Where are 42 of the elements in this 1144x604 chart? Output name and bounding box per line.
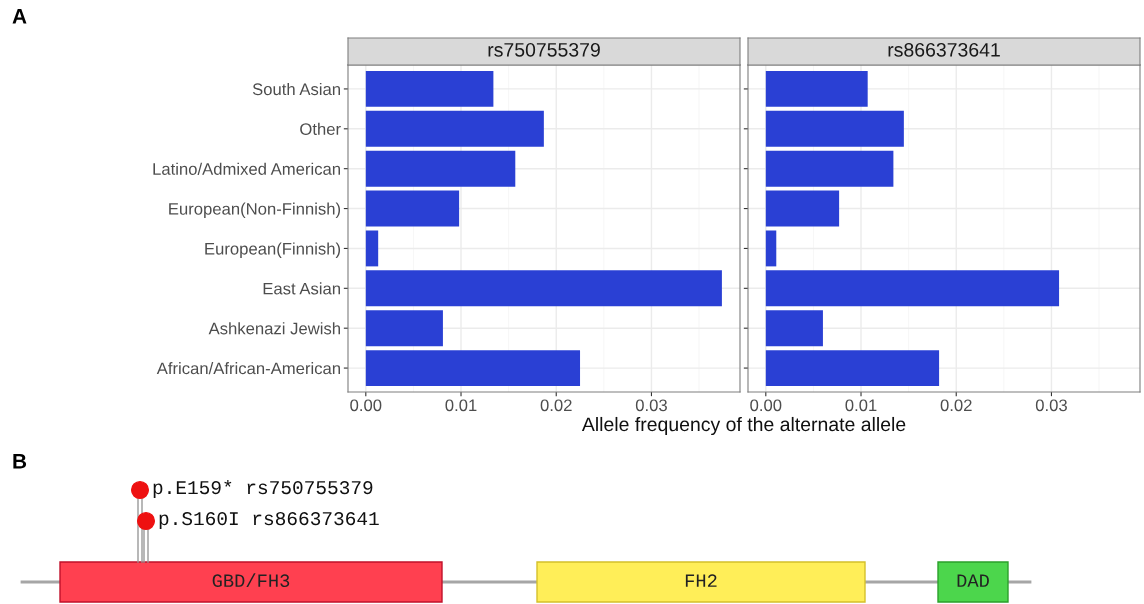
bar bbox=[765, 310, 823, 347]
x-tick-label: 0.02 bbox=[940, 399, 972, 412]
bar bbox=[765, 230, 777, 267]
bar bbox=[365, 190, 460, 227]
text: GBD/FH3 bbox=[212, 573, 290, 588]
chart-title: rs750755379 bbox=[488, 42, 600, 57]
x-tick-label: 0.00 bbox=[750, 399, 782, 412]
x-tick-label: 0.01 bbox=[845, 399, 877, 412]
x-tick-label: 0.01 bbox=[445, 399, 477, 412]
bar bbox=[365, 150, 516, 187]
bar bbox=[365, 70, 494, 107]
bar bbox=[365, 230, 379, 267]
bar bbox=[765, 150, 894, 187]
text: A bbox=[12, 9, 27, 24]
y-tick-label: Other bbox=[300, 122, 341, 136]
bar bbox=[365, 110, 544, 147]
text: B bbox=[13, 454, 27, 469]
text: FH2 bbox=[685, 574, 717, 587]
text: p.E159* rs750755379 bbox=[153, 479, 373, 499]
x-tick-label: 0.03 bbox=[635, 399, 667, 412]
chart-title: rs866373641 bbox=[888, 42, 1000, 57]
y-tick-label: European(Non-Finnish) bbox=[169, 202, 341, 219]
y-tick-label: South Asian bbox=[252, 82, 340, 96]
x-tick-label: 0.03 bbox=[1035, 399, 1067, 412]
bar bbox=[365, 270, 722, 307]
text: p.S160I rs866373641 bbox=[159, 512, 379, 530]
x-tick-label: 0.02 bbox=[540, 399, 572, 412]
y-tick-label: European(Finnish) bbox=[205, 242, 341, 258]
y-tick-label: Ashkenazi Jewish bbox=[208, 322, 340, 335]
y-tick-label: East Asian bbox=[263, 282, 340, 295]
bar bbox=[365, 350, 581, 387]
bar bbox=[765, 190, 840, 227]
x-tick-label: 0.00 bbox=[350, 399, 382, 412]
bar bbox=[765, 110, 904, 147]
bar bbox=[765, 70, 868, 107]
y-tick-label: African/African-American bbox=[156, 362, 340, 375]
bar bbox=[765, 350, 940, 387]
y-tick-label: Latino/Admixed American bbox=[153, 162, 340, 175]
x-axis-title: Allele frequency of the alternate allele bbox=[581, 416, 906, 436]
bar bbox=[365, 310, 443, 347]
bar bbox=[765, 270, 1060, 307]
text: DAD bbox=[957, 574, 989, 587]
